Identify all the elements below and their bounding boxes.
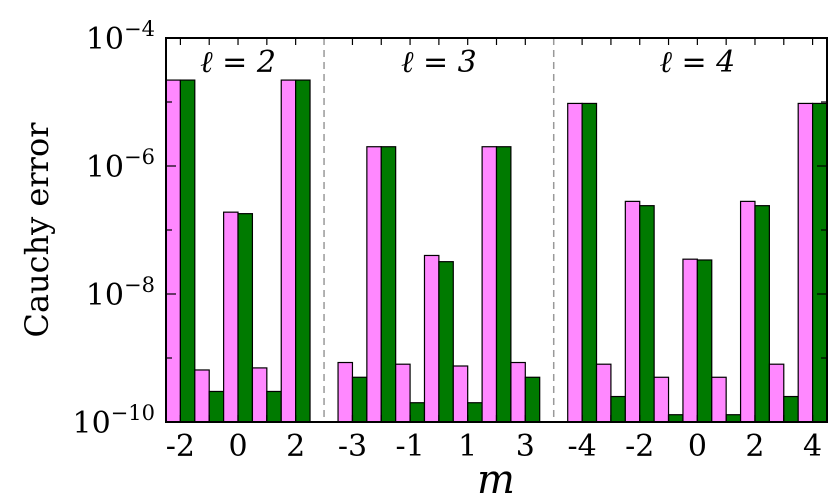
bar-l4-m4-s0 <box>797 102 814 423</box>
bar-l3-m-3-s0 <box>337 361 354 423</box>
plot-frame <box>165 37 828 423</box>
x-tick-label: 2 <box>286 429 305 464</box>
x-tick-label: 0 <box>688 429 707 464</box>
y-tick-label: 10−6 <box>86 145 155 185</box>
bar-l3-m1-s0 <box>452 365 469 423</box>
bar-l2-m2-s0 <box>280 79 297 423</box>
y-tick-label: 10−8 <box>86 273 155 313</box>
bar-l4-m3-s0 <box>768 363 785 423</box>
x-tick-label: -1 <box>395 429 424 464</box>
bar-l3-m0-s0 <box>423 254 440 423</box>
bar-l3-m3-s0 <box>510 361 526 423</box>
bar-l4-m-1-s1 <box>667 414 684 423</box>
x-axis-label: m <box>477 457 515 498</box>
x-tick-label: 2 <box>745 429 764 464</box>
bar-l2-m2-s1 <box>295 79 311 423</box>
bar-l2-m-1-s1 <box>208 390 225 423</box>
x-tick-label: -2 <box>166 429 195 464</box>
bar-l3-m3-s1 <box>524 376 541 423</box>
bar-l4-m0-s1 <box>696 259 713 423</box>
bar-l4-m-3-s0 <box>595 363 612 423</box>
bar-l3-m2-s0 <box>481 146 498 423</box>
bar-l3-m-3-s1 <box>351 376 368 423</box>
y-tick-exponent: −10 <box>111 401 155 425</box>
x-tick-label: -4 <box>568 429 597 464</box>
bar-l2-m-2-s0 <box>165 79 181 423</box>
bar-l4-m-3-s1 <box>610 395 626 423</box>
bar-l4-m-4-s1 <box>581 102 598 423</box>
panel-label: ℓ = 2 <box>200 45 276 80</box>
bar-l4-m1-s0 <box>711 376 727 423</box>
bar-l4-m3-s1 <box>783 395 799 423</box>
bar-l2-m1-s1 <box>266 390 282 423</box>
y-tick-base: 10 <box>86 278 124 313</box>
bar-l3-m-2-s0 <box>366 146 382 423</box>
bars-layer <box>165 79 828 423</box>
bar-l3-m2-s1 <box>495 146 512 423</box>
x-tick-label: 0 <box>228 429 247 464</box>
y-tick-exponent: −4 <box>124 17 155 41</box>
y-tick-label: 10−10 <box>72 401 155 441</box>
bar-l4-m2-s0 <box>739 200 756 423</box>
y-tick-base: 10 <box>72 406 110 441</box>
bar-l2-m1-s0 <box>251 367 268 423</box>
x-tick-label: 4 <box>803 429 822 464</box>
panel-labels: ℓ = 2 ℓ = 3 ℓ = 4 <box>200 45 735 80</box>
tick-labels: -2 0 2 -3 -1 1 3 -4 -2 0 2 410−410−610−810−10 <box>72 17 822 464</box>
bar-l4-m1-s1 <box>725 414 742 423</box>
bar-l3-m1-s1 <box>467 402 483 423</box>
y-tick-label: 10−4 <box>86 17 155 57</box>
bar-l3-m0-s1 <box>438 261 454 423</box>
bar-l4-m-2-s0 <box>624 200 641 423</box>
bar-l3-m-2-s1 <box>380 146 397 423</box>
y-tick-base: 10 <box>86 22 124 57</box>
y-tick-base: 10 <box>86 150 124 185</box>
bar-l4-m-2-s1 <box>639 205 655 423</box>
bar-l4-m-4-s0 <box>567 102 583 423</box>
bar-l4-m-1-s0 <box>653 376 670 423</box>
panel-label: ℓ = 3 <box>401 45 477 80</box>
bar-l2-m0-s0 <box>223 211 239 423</box>
bar-l4-m0-s0 <box>682 258 698 423</box>
bar-l2-m0-s1 <box>237 213 254 423</box>
y-tick-exponent: −8 <box>124 273 155 297</box>
panel-dividers <box>323 38 555 422</box>
bar-l4-m2-s1 <box>754 205 770 423</box>
y-axis-label: Cauchy error <box>18 122 56 338</box>
bar-l4-m4-s1 <box>811 102 828 423</box>
y-tick-exponent: −6 <box>124 145 155 169</box>
bar-l3-m-1-s0 <box>395 363 411 423</box>
bar-l2-m-2-s1 <box>179 79 196 423</box>
bar-l3-m-1-s1 <box>409 402 426 423</box>
x-tick-label: 1 <box>458 429 477 464</box>
bar-l2-m-1-s0 <box>194 369 210 423</box>
panel-label: ℓ = 4 <box>659 45 735 80</box>
x-tick-label: -2 <box>625 429 654 464</box>
x-tick-label: -3 <box>338 429 367 464</box>
x-tick-label: 3 <box>516 429 535 464</box>
